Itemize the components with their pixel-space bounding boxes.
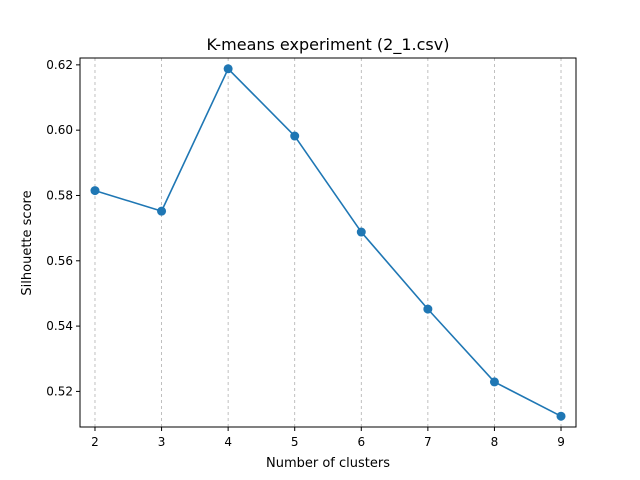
plot-frame	[79, 57, 577, 428]
y-tick-label: 0.60	[46, 123, 73, 137]
y-tick-label: 0.56	[46, 254, 73, 268]
chart-title: K-means experiment (2_1.csv)	[207, 35, 450, 55]
x-tick-label: 2	[91, 435, 99, 449]
data-point	[489, 377, 499, 387]
y-tick-label: 0.62	[46, 58, 73, 72]
x-tick-label: 5	[291, 435, 299, 449]
data-point	[157, 206, 167, 216]
x-axis-label: Number of clusters	[266, 456, 390, 471]
data-point	[423, 304, 433, 314]
data-point	[90, 186, 100, 196]
data-point	[356, 227, 366, 237]
y-axis-ticks: 0.52 0.54 0.56 0.58 0.60 0.62	[46, 58, 80, 398]
y-tick-label: 0.54	[46, 319, 73, 333]
series-line-layer	[90, 64, 566, 421]
series-line	[94, 67, 562, 417]
data-point	[290, 131, 300, 141]
y-axis-label: Silhouette score	[20, 190, 35, 295]
x-tick-label: 9	[557, 435, 565, 449]
x-tick-label: 6	[357, 435, 365, 449]
x-tick-label: 7	[424, 435, 432, 449]
y-tick-label: 0.52	[46, 384, 73, 398]
x-tick-label: 8	[491, 435, 499, 449]
grid-lines	[94, 58, 562, 427]
x-tick-label: 4	[224, 435, 232, 449]
data-point	[223, 64, 233, 74]
data-point	[556, 411, 566, 421]
y-tick-label: 0.58	[46, 188, 73, 202]
x-tick-label: 3	[158, 435, 166, 449]
x-axis-ticks: 2 3 4 5 6 7 8 9	[91, 427, 565, 449]
